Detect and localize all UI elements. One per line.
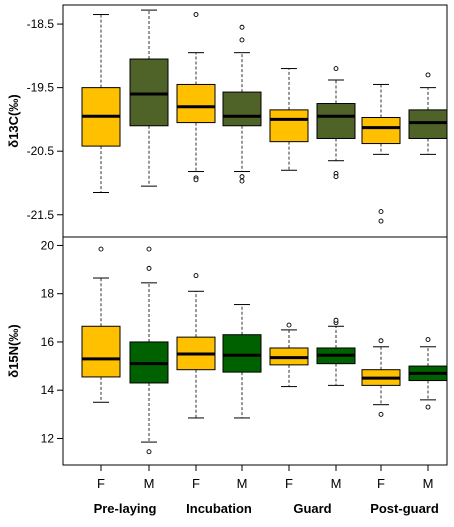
x-tick-label-sex: F [97, 476, 105, 491]
x-tick-label-sex: F [377, 476, 385, 491]
nitrogen-y-axis-label: δ15N(‰) [6, 324, 21, 377]
outlier-point [333, 66, 339, 72]
nitrogen-box-guard-m [316, 317, 356, 386]
outlier-point [146, 246, 152, 252]
outlier-point [378, 218, 384, 224]
x-tick-label-sex: M [423, 476, 434, 491]
x-tick-label-sex: M [331, 476, 342, 491]
outlier-point [378, 411, 384, 417]
x-tick-label-sex: M [144, 476, 155, 491]
carbon-y-tick-label: -19.5 [27, 81, 55, 95]
carbon-box-guard-m [316, 66, 356, 180]
carbon-box-incubation-f [176, 12, 216, 183]
outlier-point [193, 12, 199, 17]
outlier-point [146, 449, 152, 455]
outlier-point [425, 404, 431, 410]
nitrogen-y-tick-label: 16 [41, 335, 55, 349]
outlier-point [239, 178, 245, 184]
carbon-y-tick-label: -20.5 [27, 144, 55, 158]
nitrogen-box-incubation-f [176, 273, 216, 419]
outlier-point [239, 37, 245, 43]
outlier-point [333, 174, 339, 180]
outlier-point [333, 317, 339, 323]
outlier-point [378, 209, 384, 215]
nitrogen-box-pre-laying-f [81, 246, 121, 403]
x-stage-label: Incubation [186, 501, 252, 516]
outlier-point [239, 24, 245, 30]
x-stage-label: Post-guard [370, 501, 439, 516]
carbon-box-pre-laying-m [129, 9, 169, 187]
carbon-box-post-guard-f [361, 83, 401, 224]
box-iqr [222, 91, 262, 127]
nitrogen-box-pre-laying-m [129, 246, 169, 455]
x-tick-label-sex: F [285, 476, 293, 491]
carbon-y-tick-label: -18.5 [27, 17, 55, 31]
outlier-point [286, 322, 292, 328]
nitrogen-y-tick-label: 20 [41, 238, 55, 252]
carbon-y-axis: -18.5 -19.5 -20.5 -21.5 [27, 17, 63, 222]
box-iqr [176, 83, 216, 124]
nitrogen-y-tick-label: 12 [41, 431, 55, 445]
nitrogen-y-tick-label: 18 [41, 287, 55, 301]
outlier-point [98, 246, 104, 252]
box-iqr [81, 325, 121, 378]
box-iqr [361, 117, 401, 145]
nitrogen-box-post-guard-f [361, 338, 401, 417]
x-stage-label: Guard [293, 501, 331, 516]
carbon-box-pre-laying-f [81, 14, 121, 194]
carbon-y-axis-label: δ13C(‰) [6, 94, 21, 147]
nitrogen-panel: 12 14 16 18 20 δ15N(‰) [6, 236, 448, 466]
box-iqr [222, 334, 262, 373]
box-iqr [269, 109, 309, 143]
box-iqr [408, 109, 448, 139]
carbon-box-guard-f [269, 68, 309, 171]
box-iqr [316, 103, 356, 139]
nitrogen-box-incubation-m [222, 304, 262, 419]
carbon-boxes [81, 9, 448, 224]
carbon-y-tick-label: -21.5 [27, 208, 55, 222]
carbon-panel: -18.5 -19.5 -20.5 -21.5 δ13C(‰) [6, 4, 448, 238]
x-axis: F M F M F M F M Pre-laying Incubation Guard Post-gu… [94, 465, 439, 516]
nitrogen-y-tick-label: 14 [41, 383, 55, 397]
nitrogen-y-axis: 12 14 16 18 20 [41, 238, 63, 445]
nitrogen-panel-frame [62, 236, 448, 466]
nitrogen-box-post-guard-m [408, 337, 448, 410]
outlier-point [193, 177, 199, 183]
x-tick-label-sex: M [237, 476, 248, 491]
outlier-point [425, 72, 431, 78]
carbon-box-incubation-m [222, 24, 262, 184]
outlier-point [193, 273, 199, 279]
outlier-point [146, 265, 152, 271]
outlier-point [378, 338, 384, 344]
nitrogen-boxes [81, 246, 448, 455]
box-iqr [129, 58, 169, 127]
outlier-point [239, 174, 245, 180]
x-stage-label: Pre-laying [94, 501, 157, 516]
carbon-box-post-guard-m [408, 72, 448, 155]
outlier-point [425, 337, 431, 342]
x-tick-label-sex: F [192, 476, 200, 491]
nitrogen-box-guard-f [269, 322, 309, 388]
